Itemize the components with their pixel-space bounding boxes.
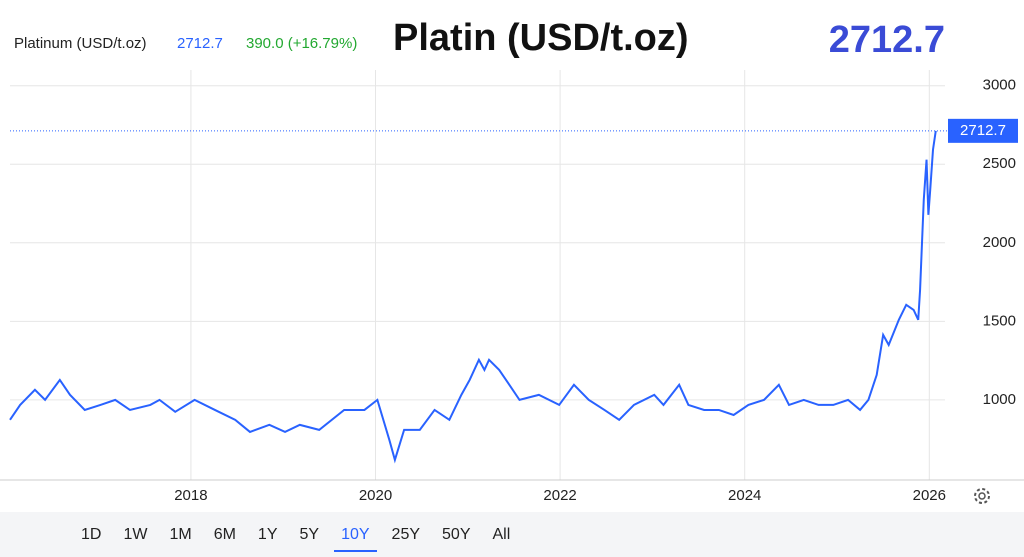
y-tick-label: 3000 <box>983 77 1016 94</box>
y-tick-label: 2500 <box>983 155 1016 172</box>
range-button[interactable]: 1M <box>169 525 192 543</box>
legend-label: Platinum (USD/t.oz) <box>14 35 147 52</box>
range-button[interactable]: 1Y <box>257 525 278 543</box>
price-line <box>9 130 937 464</box>
range-button[interactable]: All <box>492 525 511 543</box>
price-tag <box>948 118 1018 143</box>
settings-icon[interactable] <box>974 488 990 504</box>
y-tick-label: 2000 <box>983 234 1016 251</box>
range-button[interactable]: 1W <box>123 525 148 543</box>
range-bar: 1D 1W 1M 6M 1Y 5Y 10Y 25Y 50Y All <box>0 512 1024 557</box>
range-button[interactable]: 25Y <box>391 525 421 543</box>
price-tag-label: 2712.7 <box>960 122 1006 139</box>
y-tick-label: 1500 <box>983 312 1016 329</box>
chart-title: Platin (USD/t.oz) <box>393 17 689 59</box>
x-tick-label: 2020 <box>359 487 392 504</box>
range-button[interactable]: 5Y <box>299 525 320 543</box>
big-price: 2712.7 <box>829 19 945 61</box>
range-button[interactable]: 1D <box>81 525 102 543</box>
range-button[interactable]: 6M <box>213 525 236 543</box>
x-tick-label: 2024 <box>728 487 761 504</box>
legend-change: 390.0 (+16.79%) <box>246 35 357 52</box>
range-button[interactable]: 10Y <box>330 516 380 554</box>
x-tick-label: 2018 <box>174 487 207 504</box>
x-tick-label: 2022 <box>543 487 576 504</box>
legend-price: 2712.7 <box>177 35 223 52</box>
y-tick-label: 1000 <box>983 391 1016 408</box>
x-tick-label: 2026 <box>913 487 946 504</box>
chart: Platinum (USD/t.oz) 2712.7 390.0 (+16.79… <box>0 17 1024 504</box>
range-button[interactable]: 50Y <box>442 525 471 543</box>
